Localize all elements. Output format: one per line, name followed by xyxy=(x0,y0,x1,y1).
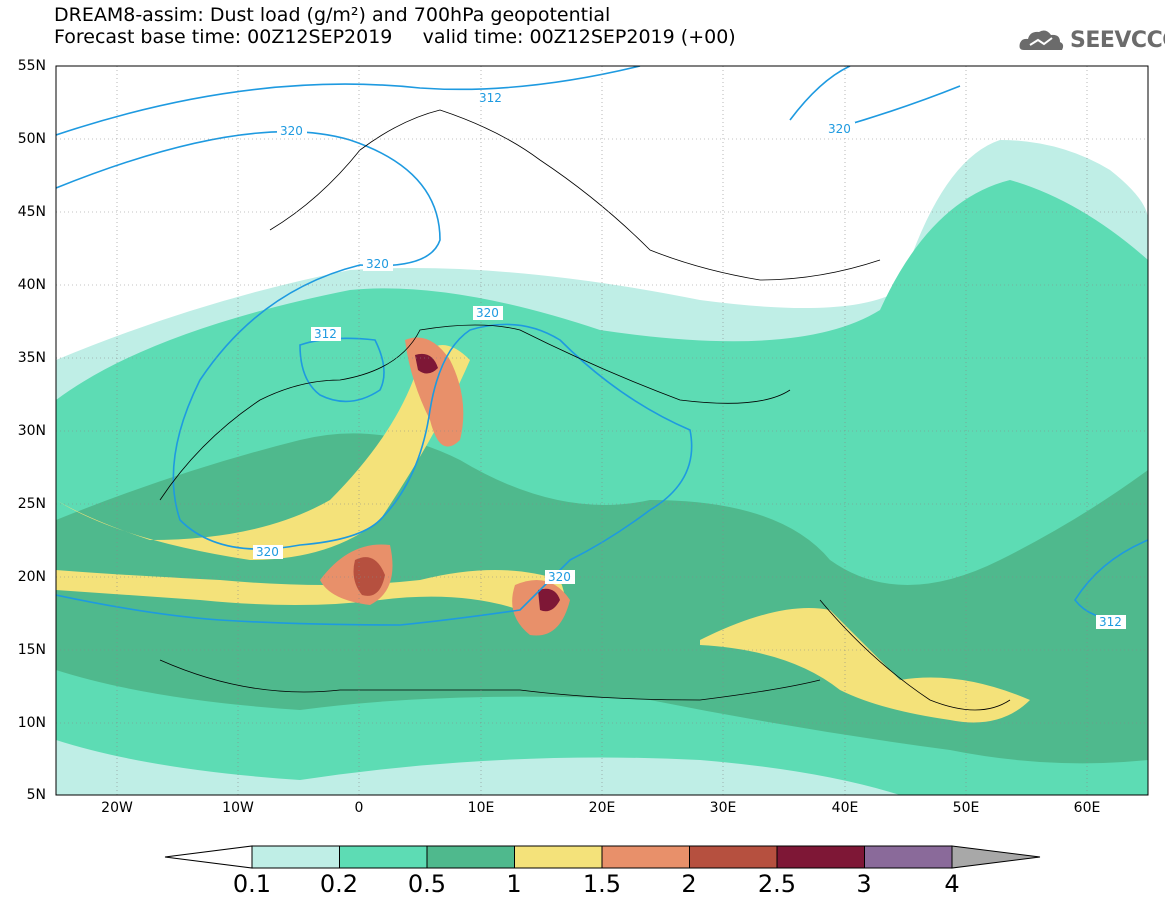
lon-label: 30E xyxy=(709,800,737,816)
lat-label: 35N xyxy=(17,350,46,366)
graticule xyxy=(56,66,1148,795)
colorbar-segment xyxy=(776,845,865,869)
lat-label: 25N xyxy=(17,496,46,512)
colorbar-segment xyxy=(251,845,340,869)
colorbar-tick-label: 4 xyxy=(944,870,960,898)
colorbar-tick-label: 0.1 xyxy=(232,870,272,898)
colorbar-segment xyxy=(426,845,515,869)
dust-region-darkred-1 xyxy=(353,557,385,596)
colorbar-upper-arrow xyxy=(951,845,1041,869)
dust-region-yellow-west xyxy=(56,345,470,560)
contour-label: 312 xyxy=(479,91,502,105)
map-field xyxy=(56,66,1148,795)
colorbar-segment xyxy=(689,845,778,869)
lat-label: 50N xyxy=(17,131,46,147)
lat-label: 40N xyxy=(17,277,46,293)
dust-region-purple xyxy=(538,588,560,612)
chart-title: DREAM8-assim: Dust load (g/m²) and 700hP… xyxy=(54,4,611,26)
colorbar-tick-label: 3 xyxy=(856,870,872,898)
contour-312-north xyxy=(56,66,641,136)
coastlines xyxy=(159,109,1011,711)
lon-label: 50E xyxy=(952,800,980,816)
colorbar-tick-label: 0.5 xyxy=(407,870,447,898)
seevccc-logo: SEEVCCC xyxy=(1018,26,1165,56)
lon-label: 20E xyxy=(588,800,616,816)
lon-label: 40E xyxy=(831,800,859,816)
lat-label: 15N xyxy=(17,642,46,658)
colorbar-lower-arrow xyxy=(164,845,253,869)
lon-label: 60E xyxy=(1073,800,1101,816)
geopotential-contours xyxy=(56,66,1148,626)
colorbar-tick-label: 1.5 xyxy=(582,870,622,898)
lat-label: 5N xyxy=(26,787,46,803)
lat-label: 30N xyxy=(17,423,46,439)
lat-label: 55N xyxy=(17,58,46,74)
colorbar-segment xyxy=(514,845,603,869)
map-frame xyxy=(55,65,1149,796)
lat-label: 20N xyxy=(17,569,46,585)
colorbar-segment xyxy=(339,845,428,869)
contour-labels: 312 320 320 320 312 320 320 320 312 xyxy=(253,91,1126,629)
contour-label: 312 xyxy=(1099,615,1122,629)
colorbar xyxy=(164,845,1041,869)
colorbar-segment xyxy=(864,845,953,869)
colorbar-tick-label: 0.2 xyxy=(319,870,359,898)
cloud-logo-icon xyxy=(1019,30,1064,50)
lon-label: 20W xyxy=(101,800,133,816)
colorbar-tick-label: 2.5 xyxy=(757,870,797,898)
colorbar-tick-label: 1 xyxy=(506,870,522,898)
chart-subtitle: Forecast base time: 00Z12SEP2019 valid t… xyxy=(54,26,736,48)
lon-label: 10E xyxy=(467,800,495,816)
contour-312-spain xyxy=(299,337,385,403)
contour-label: 320 xyxy=(280,124,303,138)
logo-text: SEEVCCC xyxy=(1070,28,1165,53)
colorbar-segment xyxy=(601,845,690,869)
dust-region-darkred-2 xyxy=(415,353,438,374)
contour-320-north xyxy=(56,130,693,626)
contour-label: 320 xyxy=(828,122,851,136)
lon-label: 10W xyxy=(222,800,254,816)
contour-label: 320 xyxy=(256,545,279,559)
lat-label: 45N xyxy=(17,204,46,220)
lon-label: 0 xyxy=(354,800,364,816)
dust-region-yellow-sahel xyxy=(56,570,565,616)
contour-label: 312 xyxy=(314,327,337,341)
contour-label: 320 xyxy=(476,306,499,320)
colorbar-tick-label: 2 xyxy=(681,870,697,898)
lat-label: 10N xyxy=(17,715,46,731)
dust-region-yellow-east xyxy=(700,608,1030,723)
contour-label: 320 xyxy=(366,257,389,271)
contour-label: 320 xyxy=(548,570,571,584)
